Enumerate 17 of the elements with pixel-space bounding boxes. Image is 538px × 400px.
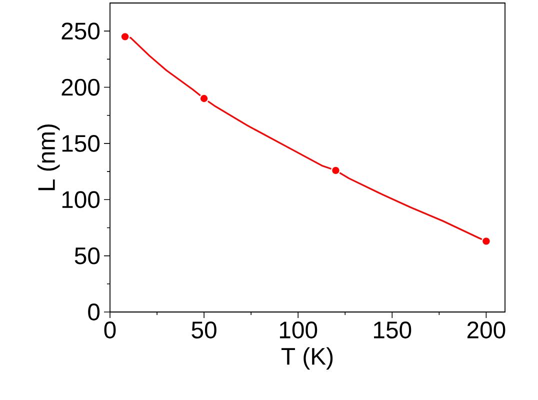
point xyxy=(120,32,130,42)
point xyxy=(330,166,341,176)
x-tick-label: 100 xyxy=(280,322,318,338)
y-tick-label: 0 xyxy=(88,304,100,320)
x-tick-label: 50 xyxy=(192,322,216,338)
y-tick-label: 100 xyxy=(62,191,100,208)
point xyxy=(481,236,491,246)
y-tick-label: 150 xyxy=(62,134,100,152)
y-axis-title: L (nm) xyxy=(37,124,60,190)
y-tick-label: 250 xyxy=(62,22,100,40)
x-axis-title: T (K) xyxy=(281,347,333,370)
point xyxy=(199,94,209,104)
x-tick-label: 150 xyxy=(374,322,412,338)
x-tick-label: 0 xyxy=(104,322,116,338)
x-tick-label: 200 xyxy=(467,322,506,338)
y-tick-label: 200 xyxy=(62,78,100,96)
y-tick-label: 50 xyxy=(74,247,100,264)
